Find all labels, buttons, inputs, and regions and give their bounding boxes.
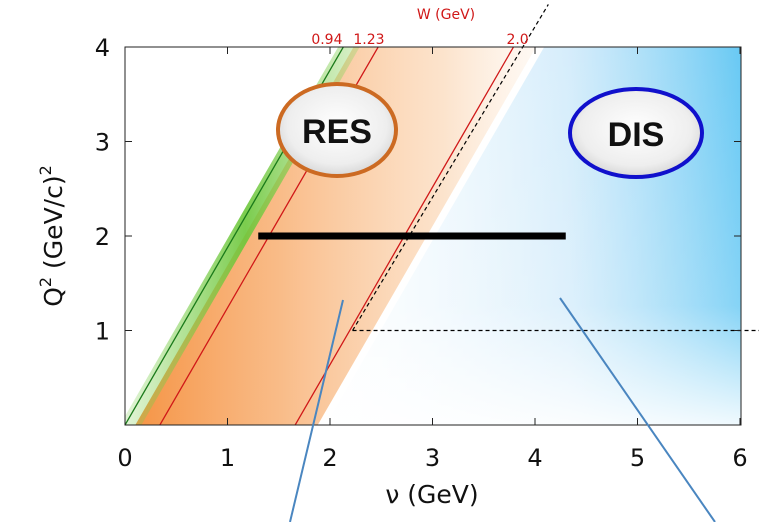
x-tick-label: 3 [425,444,440,472]
y-tick-label: 2 [95,223,110,251]
w-line-label-2: 2.0 [506,32,528,48]
w-axis-title: W (GeV) [417,7,475,23]
w-line-labels: 0.94 1.23 2.0 [311,32,528,48]
y-tick-label: 4 [95,34,110,62]
x-axis-title: ν (GeV) [385,480,478,509]
y-tick-label: 1 [95,318,110,346]
plot-shading [125,47,741,425]
w-line-label-1: 1.23 [353,32,384,48]
w-line-label-0: 0.94 [311,32,342,48]
dis-boundary-diagonal [352,4,549,331]
res-callout-line [289,299,344,522]
x-tick-label: 6 [732,444,747,472]
x-tick-label: 2 [322,444,337,472]
res-label: RES [302,113,372,151]
dis-bubble: DIS [568,87,704,179]
y-tick-label: 3 [95,129,110,157]
dis-callout-line [559,297,716,522]
w-line-2 [294,47,515,425]
x-tick-label: 0 [117,444,132,472]
x-tick-label: 1 [220,444,235,472]
axis-ticks: 0 1 2 3 4 5 6 1 2 3 4 [95,34,748,472]
x-tick-label: 5 [630,444,645,472]
dis-label: DIS [608,116,665,154]
y-axis-title: Q2 (GeV/c)2 [36,165,68,307]
res-bubble: RES [276,82,398,178]
dashed-boundaries [352,4,759,332]
x-tick-label: 4 [527,444,542,472]
